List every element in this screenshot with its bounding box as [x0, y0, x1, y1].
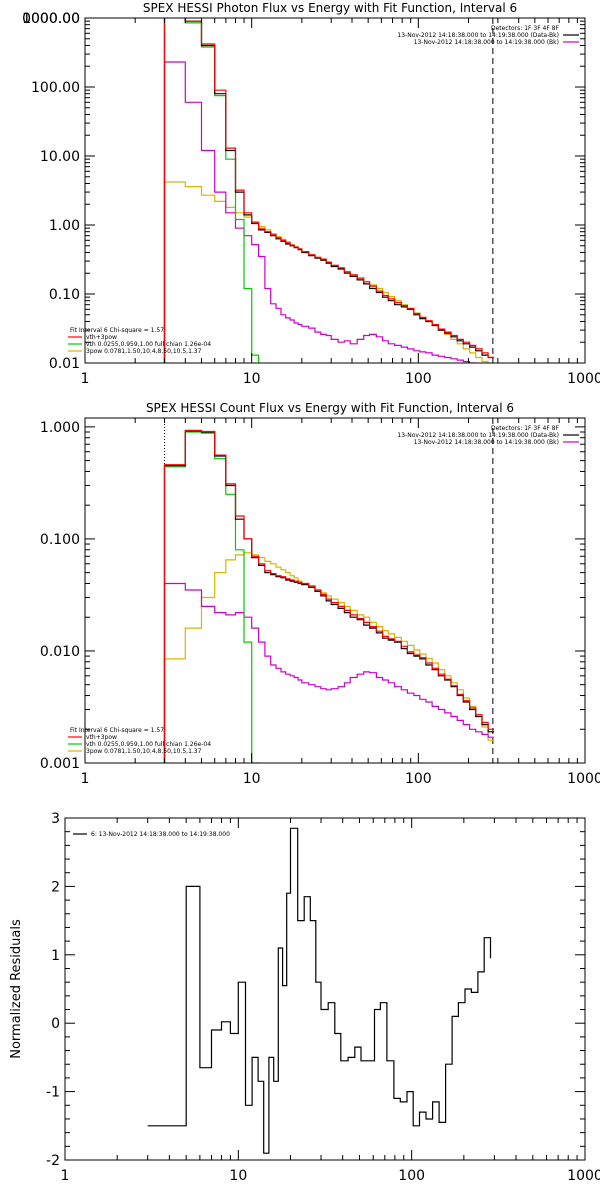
y-tick-label: 0.010 [40, 644, 80, 660]
legend-entry-label: 3pow 0.0781,1.50,10.4,8.50,10.5,1.37 [86, 348, 202, 355]
x-tick-label: 10 [243, 371, 261, 387]
legend-entry-label: Detectors: 1F 3F 4F 8F [491, 25, 560, 32]
y-tick-label: 0.01 [49, 356, 80, 372]
legend-entry-label: 13-Nov-2012 14:18:38.000 to 14:19:38.000… [414, 439, 559, 446]
y-tick-label: 1.000 [40, 420, 80, 436]
y-tick-label: 0000.00 [22, 11, 80, 27]
legend-entry-label: vth 0.0255,0.959,1.00 full chian 1.26e-0… [86, 341, 211, 348]
y-tick-label: 1 [51, 948, 60, 964]
legend-entry-label: 13-Nov-2012 14:18:38.000 to 14:19:38.000… [397, 432, 559, 439]
photon-flux-ticks [84, 17, 585, 364]
photon-flux-plot-frame [84, 17, 586, 364]
y-tick-label: -1 [46, 1085, 60, 1101]
count-flux-series [163, 429, 495, 763]
photon-flux-panel: SPEX HESSI Photon Flux vs Energy with Fi… [22, 1, 600, 387]
series-black-line [163, 18, 495, 363]
count-flux-panel: SPEX HESSI Count Flux vs Energy with Fit… [40, 401, 600, 787]
x-tick-label: 1 [61, 1168, 70, 1184]
series-red-line [163, 18, 495, 363]
photon-flux-title: SPEX HESSI Photon Flux vs Energy with Fi… [143, 1, 517, 15]
residuals-plot-frame [64, 817, 586, 1161]
x-tick-label: 1000 [567, 771, 600, 787]
y-tick-label: 100.00 [31, 80, 80, 96]
count-flux-y-tick-labels: 0.001 0.010 0.100 1.000 [40, 420, 80, 772]
residuals-x-tick-labels: 1 10 100 1000 [61, 1168, 600, 1184]
residuals-y-tick-labels: 3 2 1 0 -1 -2 [46, 811, 60, 1169]
x-tick-label: 100 [405, 371, 432, 387]
y-tick-label: 10.00 [40, 149, 80, 165]
legend-entry-label: vth 0.0255,0.959,1.00 full chian 1.26e-0… [86, 741, 211, 748]
photon-flux-vlines [164, 18, 494, 363]
y-tick-label: 3 [51, 811, 60, 827]
series-yellow-line [163, 181, 489, 363]
count-flux-x-tick-labels: 1 10 100 1000 [81, 771, 600, 787]
x-tick-label: 100 [405, 771, 432, 787]
series-red-line [163, 429, 495, 763]
residuals-ticks [64, 817, 585, 1161]
residuals-legend: 6: 13-Nov-2012 14:18:38.000 to 14:19:38.… [73, 831, 230, 838]
count-flux-plot-frame [84, 417, 586, 764]
y-tick-label: 2 [51, 879, 60, 895]
count-flux-title: SPEX HESSI Count Flux vs Energy with Fit… [146, 401, 514, 415]
y-tick-label: 0.001 [40, 756, 80, 772]
count-flux-vlines [164, 418, 494, 763]
residuals-series [147, 827, 492, 1154]
x-tick-label: 100 [398, 1168, 425, 1184]
count-flux-legend-bottom: Fit Interval 6 Chi-square = 1.57vth+3pow… [68, 727, 211, 755]
x-tick-label: 1000 [567, 1168, 600, 1184]
count-flux-ticks [84, 418, 585, 764]
legend-entry-label: Fit Interval 6 Chi-square = 1.57 [70, 727, 164, 734]
series-yellow-line [163, 552, 495, 763]
y-tick-label: 0.10 [49, 287, 80, 303]
photon-flux-series [163, 18, 495, 363]
y-tick-label: -2 [46, 1153, 60, 1169]
x-tick-label: 1 [81, 371, 90, 387]
x-tick-label: 10 [229, 1168, 247, 1184]
legend-entry-label: 13-Nov-2012 14:18:38.000 to 14:19:38.000… [397, 32, 559, 39]
y-tick-label: 1000.00 [22, 11, 80, 27]
series-magenta-line [163, 61, 477, 363]
residuals-y-axis-label: Normalized Residuals [9, 919, 24, 1059]
y-tick-label: 1.00 [49, 218, 80, 234]
y-tick-label: 0 [51, 1016, 60, 1032]
photon-flux-legend-bottom: Fit Interval 6 Chi-square = 1.57vth+3pow… [68, 327, 211, 355]
x-tick-label: 1 [81, 771, 90, 787]
legend-entry-label: Fit Interval 6 Chi-square = 1.57 [70, 327, 164, 334]
legend-entry-label: 3pow 0.0781,1.50,10.4,8.50,10.5,1.37 [86, 748, 202, 755]
x-tick-label: 1000 [567, 371, 600, 387]
photon-flux-x-tick-labels: 1 10 100 1000 [81, 371, 600, 387]
legend-entry-label: Detectors: 1F 3F 4F 8F [491, 425, 560, 432]
legend-entry-label: vth+3pow [86, 734, 117, 741]
series-magenta-line [163, 582, 495, 763]
legend-entry-label: 6: 13-Nov-2012 14:18:38.000 to 14:19:38.… [91, 831, 230, 838]
y-tick-label: 0.100 [40, 532, 80, 548]
legend-entry-label: vth+3pow [86, 334, 117, 341]
series-black-line [147, 827, 492, 1154]
x-tick-label: 10 [243, 771, 261, 787]
legend-entry-label: 13-Nov-2012 14:18:38.000 to 14:19:38.000… [414, 39, 559, 46]
